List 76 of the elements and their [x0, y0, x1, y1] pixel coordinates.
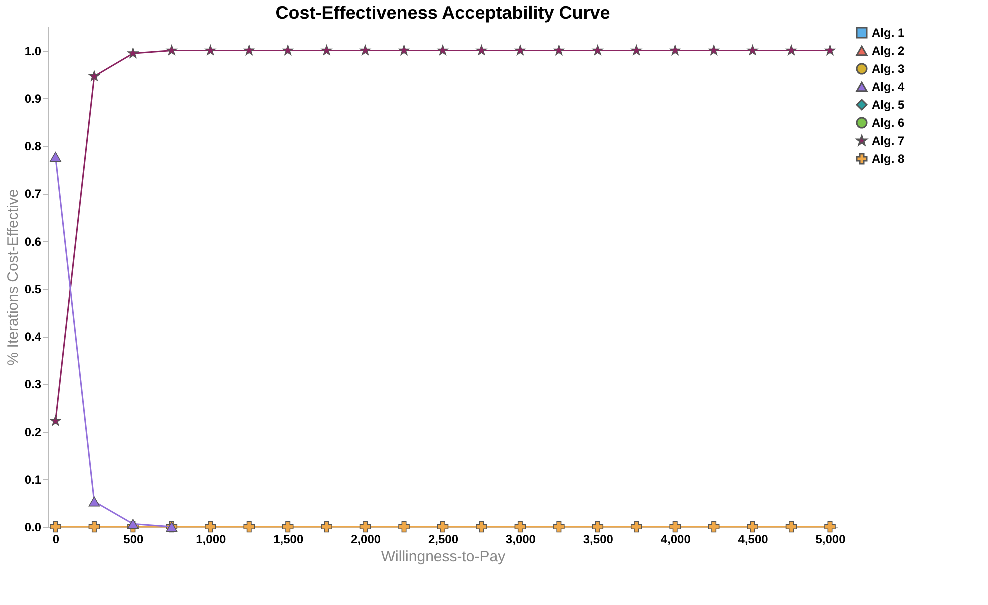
- x-tick-label: 1,500: [274, 532, 304, 546]
- y-tick-label: 0.5: [24, 282, 42, 296]
- point: [708, 521, 720, 533]
- point: [89, 70, 100, 82]
- y-tick-label: 1.0: [24, 44, 42, 58]
- point: [747, 45, 758, 56]
- point: [631, 45, 642, 56]
- point: [50, 521, 62, 533]
- y-tick-label: 0.4: [24, 330, 42, 344]
- point: [398, 521, 410, 533]
- point: [205, 45, 216, 56]
- x-tick-label: 4,500: [738, 532, 769, 546]
- point: [50, 416, 62, 426]
- legend-label: Alg. 2: [872, 44, 905, 58]
- point: [437, 521, 449, 533]
- point: [476, 45, 488, 56]
- point: [514, 521, 526, 533]
- y-tick-label: 0.2: [24, 425, 42, 440]
- point: [747, 521, 758, 533]
- point: [321, 521, 332, 533]
- point: [282, 45, 294, 56]
- y-tick-label: 0.6: [24, 234, 42, 249]
- point: [786, 521, 798, 533]
- point: [244, 521, 256, 533]
- point: [244, 45, 255, 56]
- legend-label: Alg. 1: [872, 26, 905, 40]
- point: [128, 519, 139, 530]
- x-tick-label: 3,000: [506, 532, 536, 546]
- y-tick-label: 0.1: [24, 472, 42, 487]
- point: [786, 45, 797, 56]
- y-tick-label: 0.8: [24, 140, 42, 154]
- y-tick-label: 0.9: [24, 92, 42, 106]
- x-tick-label: 2,500: [428, 532, 459, 546]
- y-tick-label: 0.0: [24, 520, 42, 534]
- point: [554, 45, 565, 56]
- x-tick-label: 2,000: [351, 532, 382, 546]
- point: [88, 496, 100, 507]
- point: [166, 45, 178, 56]
- legend-label: Alg. 5: [872, 98, 905, 112]
- y-tick-label: 0.3: [24, 378, 42, 392]
- x-tick-label: 3,500: [583, 532, 614, 546]
- point: [554, 521, 565, 533]
- x-tick-label: 5,000: [816, 532, 846, 546]
- point: [398, 45, 410, 56]
- point: [360, 45, 371, 56]
- x-tick-label: 4,000: [660, 532, 692, 546]
- x-tick-label: 500: [124, 532, 144, 546]
- point: [670, 521, 681, 533]
- point: [360, 521, 372, 533]
- x-tick-label: 1,000: [196, 532, 226, 546]
- legend-label: Alg. 6: [872, 116, 905, 130]
- point: [321, 45, 332, 56]
- point: [476, 521, 488, 533]
- legend-label: Alg. 3: [872, 62, 905, 76]
- point: [88, 521, 100, 533]
- point: [824, 521, 836, 533]
- x-axis-title: Willingness-to-Pay: [381, 548, 506, 566]
- x-tick-label: 0: [52, 532, 60, 546]
- point: [630, 521, 642, 533]
- legend-label: Alg. 4: [872, 80, 905, 94]
- point: [205, 521, 216, 533]
- point: [708, 45, 720, 56]
- point: [282, 521, 294, 533]
- point: [824, 45, 836, 56]
- point: [592, 521, 604, 533]
- point: [670, 45, 681, 56]
- point: [128, 48, 139, 58]
- chart-title: Cost-Effectiveness Acceptability Curve: [276, 3, 610, 23]
- point: [50, 152, 62, 162]
- y-axis-title: % Iterations Cost-Effective: [4, 189, 22, 366]
- point: [438, 45, 448, 56]
- legend-label: Alg. 8: [872, 152, 905, 166]
- point: [515, 45, 526, 56]
- legend-label: Alg. 7: [872, 134, 905, 148]
- point: [592, 45, 604, 56]
- y-tick-label: 0.7: [24, 187, 42, 202]
